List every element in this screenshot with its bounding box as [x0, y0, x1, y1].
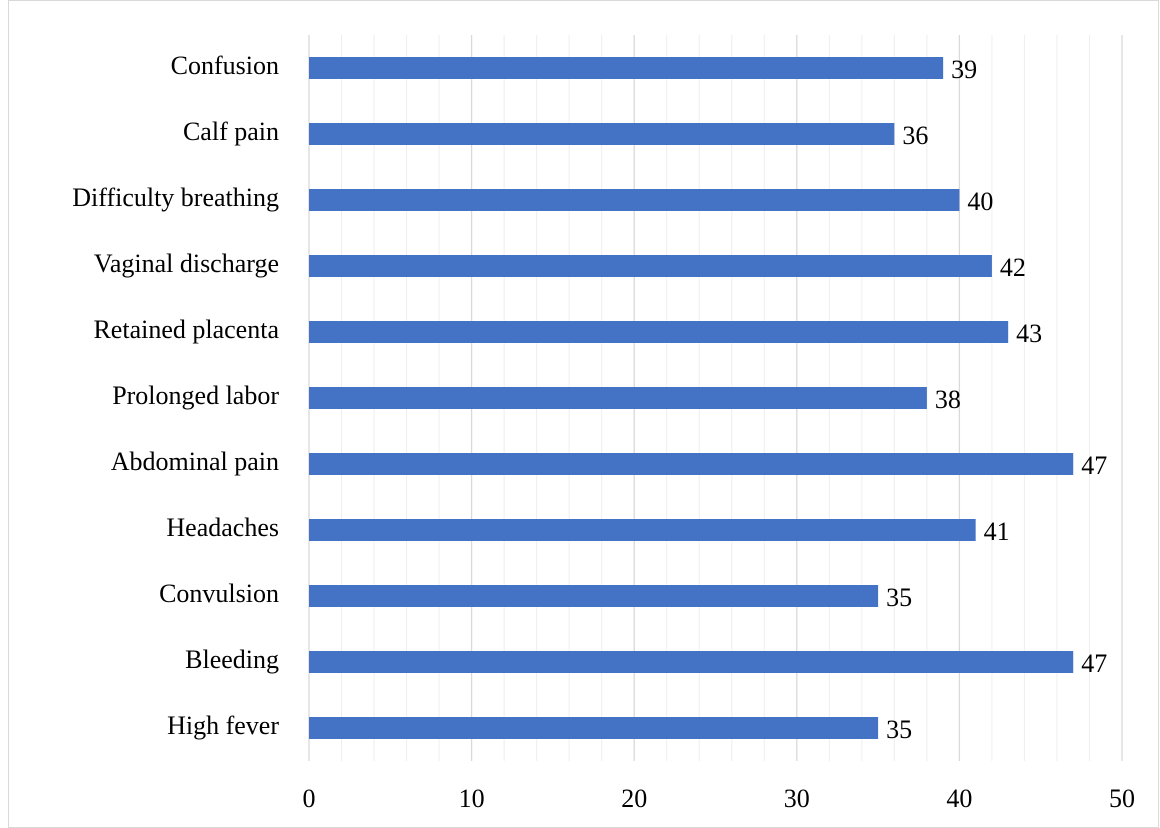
bar — [309, 123, 895, 145]
y-tick-label: Difficulty breathing — [72, 183, 279, 212]
data-label: 35 — [886, 583, 912, 612]
bar — [309, 321, 1009, 343]
y-tick-label: High fever — [167, 711, 279, 740]
data-label: 41 — [984, 517, 1010, 546]
bar — [309, 387, 927, 409]
data-label: 47 — [1081, 649, 1107, 678]
y-tick-label: Vaginal discharge — [94, 249, 279, 278]
data-label: 40 — [967, 187, 993, 216]
data-label: 36 — [902, 121, 928, 150]
bar — [309, 453, 1074, 475]
bar — [309, 585, 879, 607]
y-tick-label: Prolonged labor — [112, 381, 279, 410]
x-tick-label: 50 — [1109, 784, 1135, 813]
y-tick-label: Abdominal pain — [111, 447, 279, 476]
bar — [309, 255, 992, 277]
y-tick-label: Retained placenta — [93, 315, 279, 344]
data-label: 35 — [886, 715, 912, 744]
y-tick-label: Bleeding — [185, 645, 279, 674]
data-label: 38 — [935, 385, 961, 414]
x-tick-label: 30 — [784, 784, 810, 813]
x-tick-label: 10 — [459, 784, 485, 813]
bar — [309, 651, 1074, 673]
y-tick-label: Headaches — [166, 513, 279, 542]
bar — [309, 189, 960, 211]
data-label: 42 — [1000, 253, 1026, 282]
y-tick-label: Convulsion — [159, 579, 279, 608]
x-tick-label: 20 — [621, 784, 647, 813]
data-label: 47 — [1081, 451, 1107, 480]
data-label: 39 — [951, 55, 977, 84]
x-tick-label: 40 — [946, 784, 972, 813]
bar — [309, 519, 976, 541]
bar — [309, 57, 944, 79]
bar — [309, 717, 879, 739]
data-label: 43 — [1016, 319, 1042, 348]
y-tick-label: Calf pain — [183, 117, 279, 146]
y-tick-label: Confusion — [171, 51, 279, 80]
x-tick-label: 0 — [303, 784, 316, 813]
